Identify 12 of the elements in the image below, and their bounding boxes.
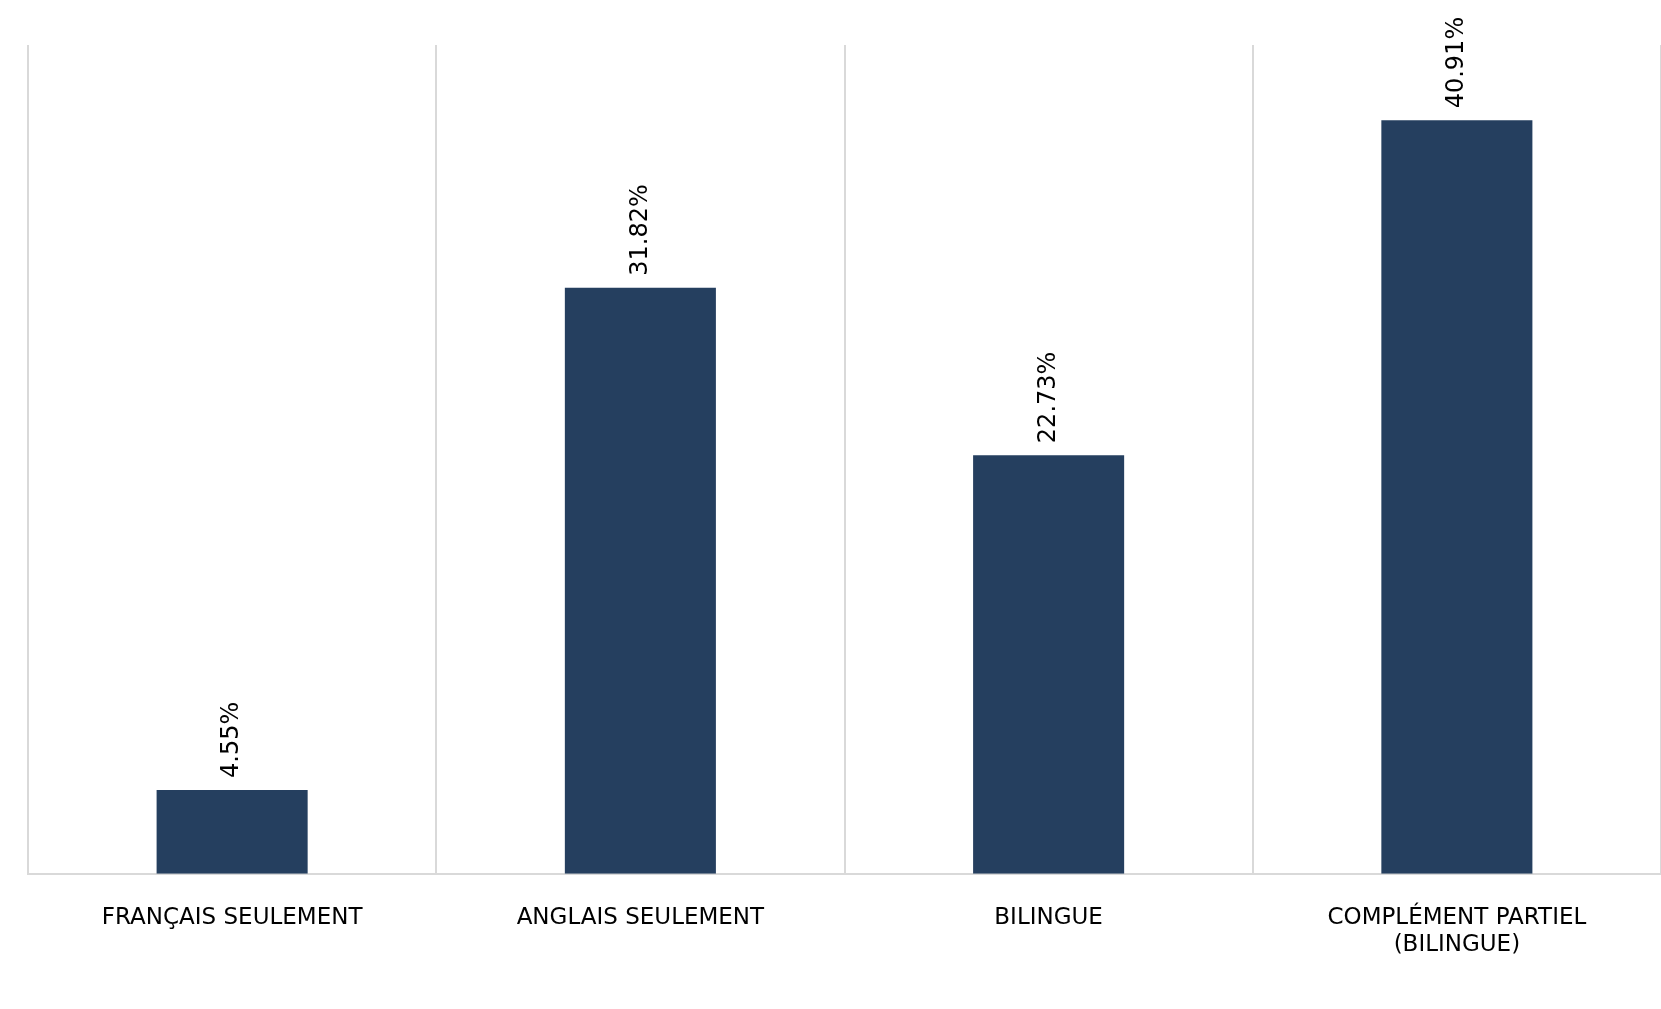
data-label: 31.82% (624, 184, 653, 276)
bar (564, 287, 716, 874)
x-tick-label: BILINGUE (994, 902, 1103, 929)
x-tick-label: COMPLÉMENT PARTIEL (BILINGUE) (1327, 901, 1587, 957)
x-tick-label: ANGLAIS SEULEMENT (516, 902, 766, 929)
bar (156, 790, 308, 874)
data-label: 40.91% (1441, 16, 1470, 109)
bar (1381, 120, 1533, 874)
x-tick-label: FRANÇAIS SEULEMENT (101, 902, 364, 929)
bar (973, 455, 1125, 874)
data-label: 4.55% (216, 701, 245, 778)
data-label: 22.73% (1032, 351, 1061, 444)
